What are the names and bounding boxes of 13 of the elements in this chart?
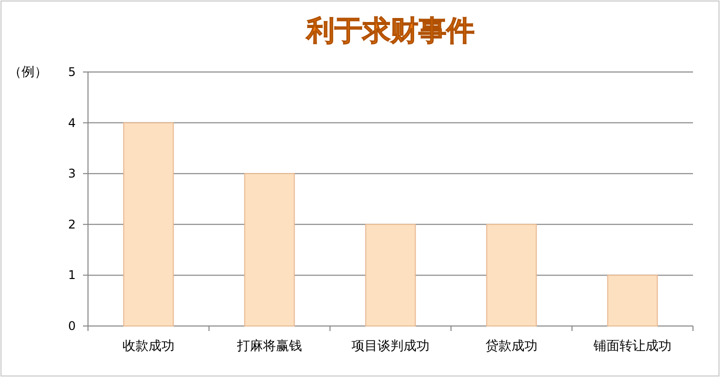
xtick: 打麻将赢钱 — [237, 339, 302, 354]
ytick: 5 — [68, 65, 76, 79]
ytick: 1 — [68, 268, 76, 282]
xtick: 铺面转让成功 — [594, 339, 672, 354]
xtick: 贷款成功 — [486, 339, 538, 354]
ytick: 3 — [68, 166, 76, 181]
ytick: 2 — [68, 217, 76, 232]
ytick: 0 — [68, 319, 76, 333]
title: 利于求财事件 — [306, 14, 474, 47]
xtick: 项目谈判成功 — [352, 339, 430, 354]
ylabel: （例） — [8, 65, 48, 80]
ytick: 4 — [68, 116, 76, 130]
xtick: 收款成功 — [122, 339, 174, 354]
